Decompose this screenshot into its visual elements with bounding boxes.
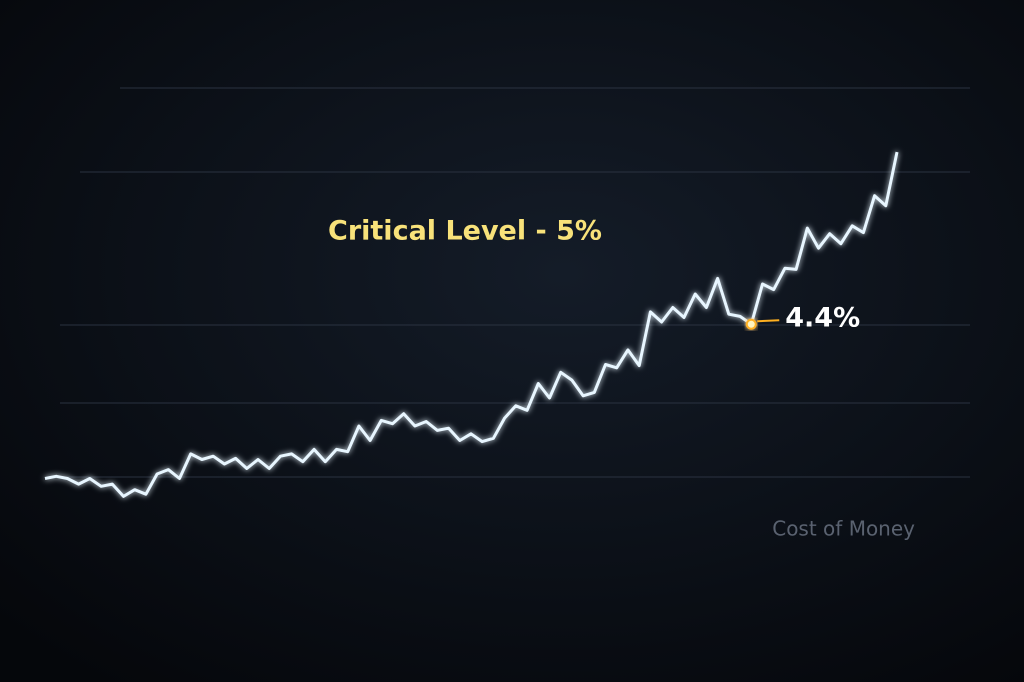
annotation-dot (745, 318, 757, 330)
annotation-label: 4.4% (785, 303, 860, 334)
annotation-connector (757, 319, 780, 323)
series-label: Cost of Money (772, 517, 915, 541)
grid (60, 87, 970, 478)
data-line (44, 151, 899, 498)
threshold-label: Critical Level - 5% (328, 216, 602, 247)
